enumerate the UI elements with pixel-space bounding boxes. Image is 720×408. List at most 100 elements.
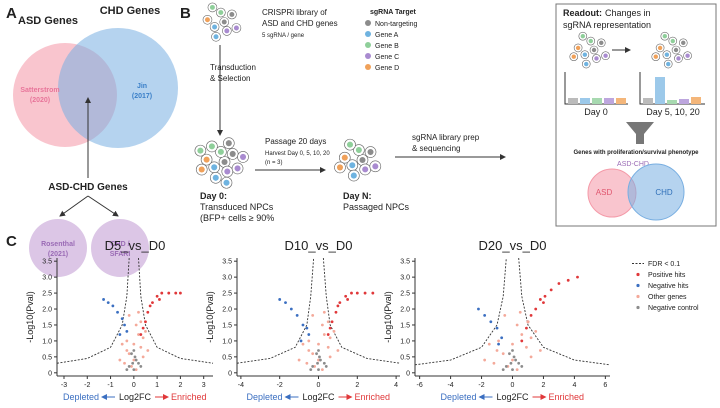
y-tick-label: 1.5 <box>400 322 410 329</box>
legend-label: Positive hits <box>648 272 686 279</box>
cell-nucleus <box>603 53 608 58</box>
point <box>120 342 124 346</box>
point <box>520 333 524 336</box>
point <box>511 342 514 346</box>
cell-nucleus <box>362 166 369 173</box>
point <box>125 349 129 352</box>
point <box>328 326 332 330</box>
cell-nucleus <box>346 141 354 148</box>
point <box>127 352 131 356</box>
cell-nucleus <box>234 165 241 172</box>
cell-nucleus <box>664 52 670 57</box>
cell-nucleus <box>224 28 230 34</box>
point <box>538 298 542 301</box>
point <box>301 323 305 327</box>
point <box>515 368 519 372</box>
step-text: sgRNA library prep <box>412 133 480 142</box>
point <box>503 314 507 317</box>
venn-source: Jin <box>137 83 147 90</box>
annotation: Depleted <box>440 392 476 402</box>
point <box>322 361 326 365</box>
point <box>520 365 524 368</box>
point <box>322 333 326 336</box>
mini-bar <box>616 98 626 104</box>
point <box>371 291 375 295</box>
cell-nucleus <box>580 33 586 39</box>
annotation: Enriched <box>171 392 207 402</box>
point <box>134 358 138 362</box>
point <box>549 288 553 292</box>
mini-bar <box>679 99 689 104</box>
legend-label: FDR < 0.1 <box>648 261 680 268</box>
y-tick-label: 2.0 <box>42 307 52 314</box>
point <box>317 349 320 352</box>
subset-label: Rosenthal <box>41 241 75 248</box>
x-tick-label: -6 <box>417 382 423 389</box>
point <box>576 275 579 279</box>
mini-bar <box>667 100 677 104</box>
point <box>278 298 282 301</box>
y-tick-label: 1.0 <box>400 338 410 345</box>
point <box>487 342 491 346</box>
point <box>146 349 150 352</box>
x-tick-label: 2 <box>355 382 359 389</box>
cell-nucleus <box>367 149 374 156</box>
point <box>542 301 545 305</box>
point <box>320 368 324 372</box>
point <box>158 298 161 301</box>
point <box>309 368 313 372</box>
venn-chd <box>58 28 178 148</box>
x-tick-label: -1 <box>107 382 113 389</box>
point <box>179 291 182 295</box>
phenotype-text: Genes with proliferation/survival phenot… <box>573 150 699 156</box>
legend-dot <box>365 53 371 59</box>
point <box>317 342 320 346</box>
y-tick-label: 3.5 <box>400 259 410 266</box>
subset-circle <box>29 219 87 277</box>
point <box>160 291 164 295</box>
y-tick-label: 0.5 <box>42 354 52 361</box>
y-tick-label: 2.5 <box>222 291 232 298</box>
point <box>344 294 348 298</box>
y-axis-label: -Log10(Pval) <box>383 291 393 343</box>
legend-label: Gene C <box>375 54 399 61</box>
point <box>477 307 480 311</box>
point <box>289 307 293 311</box>
point <box>330 320 334 324</box>
point <box>127 314 131 317</box>
day-text: (BFP+ cells ≥ 90% <box>200 213 274 223</box>
point <box>167 291 171 295</box>
point <box>118 333 122 336</box>
point <box>144 329 147 333</box>
point <box>511 368 514 372</box>
point <box>307 339 311 343</box>
y-tick-label: 2.0 <box>222 307 232 314</box>
point <box>299 339 303 343</box>
point <box>512 355 516 359</box>
point <box>311 365 315 368</box>
cell-nucleus <box>666 61 671 67</box>
point <box>338 301 342 305</box>
y-tick-label: 2.5 <box>400 291 410 298</box>
point <box>130 352 133 356</box>
library-text: CRISPRi library of <box>262 8 328 17</box>
x-tick-label: 0 <box>317 382 321 389</box>
point <box>139 320 143 324</box>
point <box>509 361 513 365</box>
cell-nucleus <box>209 4 215 10</box>
point <box>120 317 124 320</box>
point <box>317 358 320 362</box>
point <box>125 329 129 333</box>
point <box>141 326 145 330</box>
point <box>529 314 533 317</box>
point <box>495 349 499 352</box>
x-tick-label: 2 <box>178 382 182 389</box>
point <box>529 336 533 340</box>
point <box>525 345 528 349</box>
y-tick-label: 3.5 <box>222 259 232 266</box>
y-tick-label: 3.0 <box>222 275 232 282</box>
point <box>326 333 330 336</box>
cell-nucleus <box>212 174 219 181</box>
point <box>123 323 126 327</box>
cell-nucleus <box>657 45 663 51</box>
